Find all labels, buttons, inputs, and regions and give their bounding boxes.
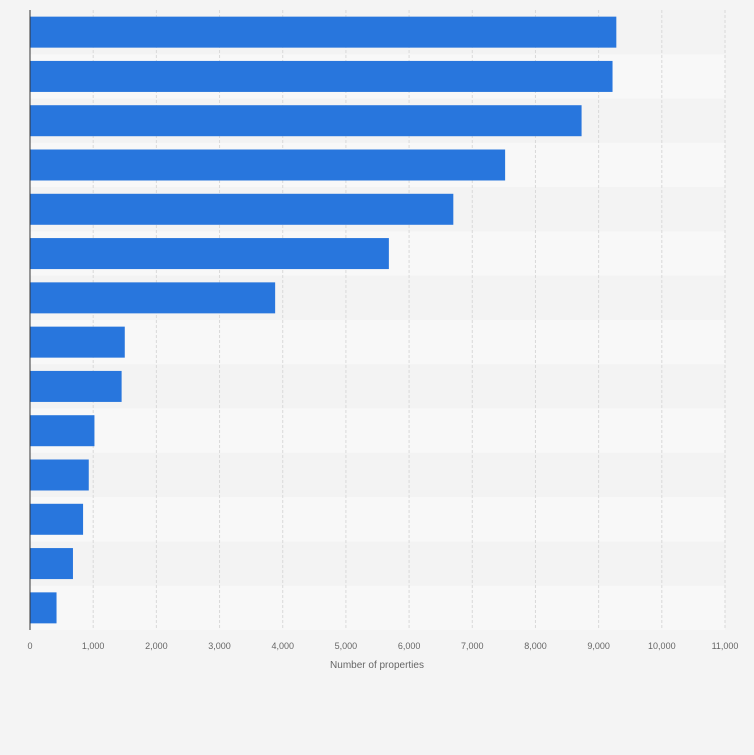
- bar: [30, 326, 125, 358]
- bar: [30, 459, 89, 491]
- gridlines: [92, 10, 726, 630]
- bar: [30, 282, 276, 314]
- x-tick-labels: 0 1,000 2,000 3,000 4,000 5,000 6,000 7,000 8,00…: [27, 641, 738, 651]
- bar: [30, 238, 389, 270]
- x-tick-label: 8,000: [524, 641, 547, 651]
- row-band: [30, 541, 725, 586]
- x-tick-label: 1,000: [82, 641, 105, 651]
- bar: [30, 60, 613, 92]
- row-band: [30, 452, 725, 498]
- bars: [30, 16, 617, 624]
- bar: [30, 16, 617, 48]
- bar: [30, 370, 122, 402]
- row-band: [30, 497, 725, 542]
- bar: [30, 592, 57, 624]
- bar: [30, 105, 582, 137]
- x-tick-label: 6,000: [398, 641, 421, 651]
- x-tick-label: 0: [27, 641, 32, 651]
- row-band: [30, 585, 725, 630]
- bar: [30, 548, 73, 580]
- bar: [30, 193, 454, 225]
- x-tick-label: 4,000: [271, 641, 294, 651]
- x-tick-label: 2,000: [145, 641, 168, 651]
- x-tick-label: 11,000: [712, 641, 739, 651]
- row-band: [30, 364, 725, 409]
- bar: [30, 503, 84, 535]
- row-band: [30, 408, 725, 453]
- row-band: [30, 320, 725, 365]
- x-axis-label: Number of properties: [330, 660, 424, 671]
- bar: [30, 149, 506, 181]
- x-tick-label: 10,000: [648, 641, 676, 651]
- bar: [30, 415, 95, 447]
- row-bands: [30, 10, 725, 630]
- x-tick-label: 5,000: [335, 641, 358, 651]
- x-tick-label: 9,000: [587, 641, 610, 651]
- x-tick-label: 3,000: [208, 641, 231, 651]
- x-tick-label: 7,000: [461, 641, 484, 651]
